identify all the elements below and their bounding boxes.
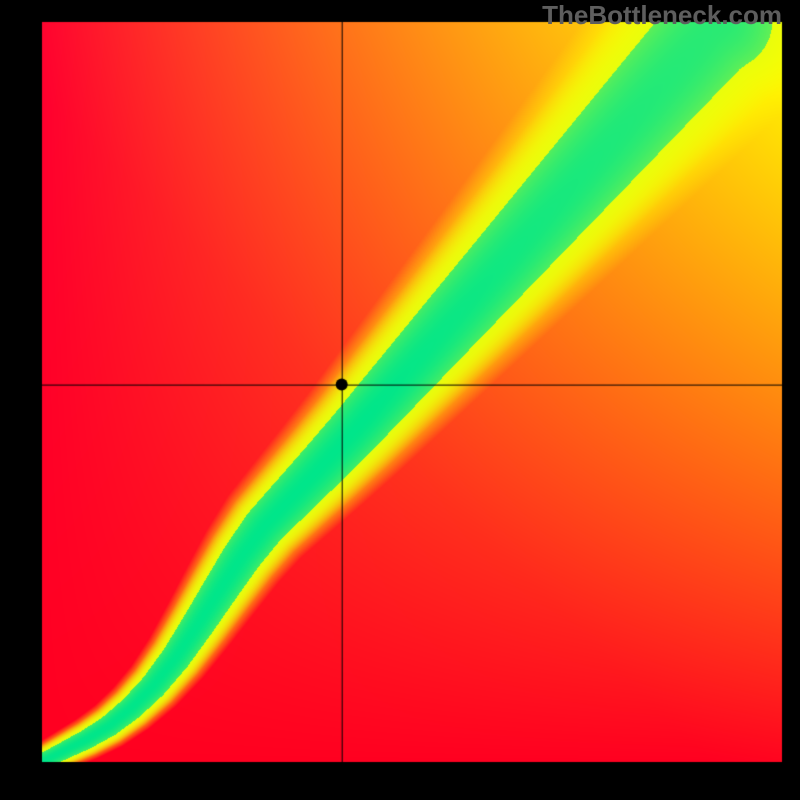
chart-container: { "type": "heatmap", "canvas": { "width"…: [0, 0, 800, 800]
heatmap-canvas: [0, 0, 800, 800]
watermark-text: TheBottleneck.com: [542, 0, 782, 31]
